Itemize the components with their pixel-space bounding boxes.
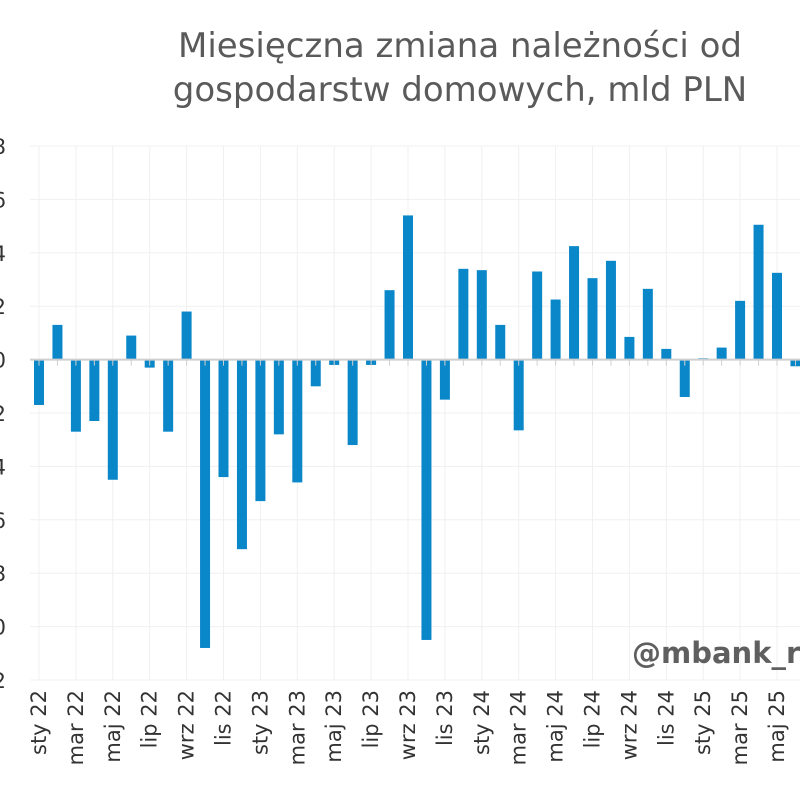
x-tick-label: sty 22 xyxy=(27,690,51,755)
y-tick-label: -10 xyxy=(0,616,6,640)
bar xyxy=(70,359,81,432)
bar xyxy=(34,359,44,405)
y-tick-label: -4 xyxy=(0,455,6,479)
bar xyxy=(292,359,303,483)
bar xyxy=(624,336,635,360)
bar xyxy=(661,348,672,360)
bar xyxy=(513,359,524,431)
chart-title-line1: Miesięczna zmiana należności od xyxy=(178,26,742,66)
bar xyxy=(273,359,284,435)
y-tick-label: -8 xyxy=(0,562,6,586)
watermark-label: @mbank_r xyxy=(632,636,800,670)
bar xyxy=(735,300,746,360)
bar xyxy=(642,288,653,360)
bar xyxy=(532,271,543,360)
bar xyxy=(310,359,321,387)
bar xyxy=(753,224,764,360)
y-tick-label: 8 xyxy=(0,135,6,159)
x-axis-baseline xyxy=(30,358,800,366)
x-tick-label: mar 24 xyxy=(507,690,531,765)
y-axis-ticks: 8 6 4 2 0 -2 -4 -6 -8 -10 -12 xyxy=(0,135,6,693)
bar xyxy=(476,270,487,360)
bar xyxy=(89,359,100,422)
x-tick-label: lip 23 xyxy=(359,690,383,748)
bar xyxy=(605,260,616,360)
bar xyxy=(439,359,450,400)
x-tick-label: mar 25 xyxy=(728,690,752,765)
bar xyxy=(421,359,432,640)
bar xyxy=(126,335,137,360)
x-tick-label: wrz 22 xyxy=(175,690,199,760)
x-tick-label: wrz 24 xyxy=(617,690,641,760)
y-tick-label: 6 xyxy=(0,188,6,212)
x-tick-label: wrz 23 xyxy=(396,690,420,760)
x-tick-label: maj 23 xyxy=(322,690,346,763)
bar xyxy=(495,324,506,360)
bar xyxy=(107,359,118,480)
x-tick-label: lis 23 xyxy=(433,690,457,746)
bar xyxy=(587,278,598,360)
bar xyxy=(384,290,395,360)
y-tick-label: 2 xyxy=(0,295,6,319)
bar-series xyxy=(34,215,800,648)
x-axis-ticks: sty 22 mar 22 maj 22 lip 22 wrz 22 lis 22 sty … xyxy=(27,690,789,765)
bar xyxy=(550,299,561,360)
chart-title: Miesięczna zmiana należności od gospodar… xyxy=(60,24,800,112)
x-tick-label: lis 24 xyxy=(654,690,678,746)
y-tick-label: 4 xyxy=(0,242,6,266)
bar xyxy=(569,246,580,360)
bar xyxy=(218,359,229,478)
bar xyxy=(403,215,413,360)
bar xyxy=(716,347,727,360)
x-tick-label: lis 22 xyxy=(212,690,236,746)
x-tick-label: sty 25 xyxy=(691,690,715,755)
bar xyxy=(52,324,63,360)
x-tick-label: sty 23 xyxy=(248,690,272,755)
y-tick-label: -6 xyxy=(0,509,6,533)
x-tick-label: lip 22 xyxy=(138,690,162,748)
x-tick-label: sty 24 xyxy=(470,690,494,755)
y-tick-label: -2 xyxy=(0,402,6,426)
bar xyxy=(679,359,690,397)
x-tick-label: lip 24 xyxy=(581,690,605,748)
bar xyxy=(458,268,469,360)
bar xyxy=(347,359,358,446)
bar xyxy=(200,359,211,648)
bar xyxy=(236,359,247,550)
x-tick-label: mar 22 xyxy=(64,690,88,765)
bar xyxy=(163,359,174,432)
x-tick-label: maj 24 xyxy=(544,690,568,763)
bar xyxy=(772,272,782,360)
grid-lines xyxy=(30,145,800,681)
x-tick-label: mar 23 xyxy=(285,690,309,765)
x-tick-label: maj 25 xyxy=(765,690,789,763)
y-tick-label: 0 xyxy=(0,349,6,373)
bar xyxy=(181,311,192,360)
x-tick-label: maj 22 xyxy=(101,690,125,763)
chart-title-line2: gospodarstw domowych, mld PLN xyxy=(172,70,748,110)
bar xyxy=(255,359,266,502)
y-tick-label: -12 xyxy=(0,669,6,693)
